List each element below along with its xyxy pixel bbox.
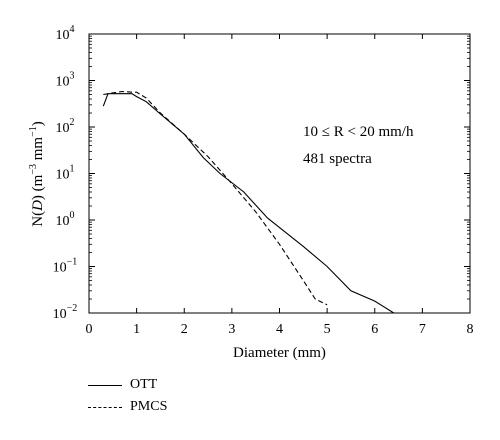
- y-axis: 10−2 10−1 100 101 102 103 104: [53, 24, 470, 322]
- series-layer: [102, 90, 395, 314]
- legend-item-ott: OTT: [88, 374, 167, 396]
- y-tick-label: 101: [56, 164, 75, 183]
- annotation-spectra-count: 481 spectra: [303, 151, 372, 167]
- y-tick-label: 103: [56, 71, 75, 90]
- x-tick-label: 8: [467, 322, 474, 337]
- y-axis-title: N(D) (m−3 mm−1): [28, 121, 46, 226]
- y-tick-label: 100: [56, 210, 75, 229]
- legend: OTT PMCS: [88, 374, 167, 418]
- series-line-pmcs: [103, 90, 328, 306]
- x-tick-label: 7: [419, 322, 426, 337]
- y-tick-label: 10−1: [53, 257, 78, 276]
- legend-label-pmcs: PMCS: [130, 399, 168, 414]
- x-tick-label: 4: [276, 322, 283, 337]
- x-tick-label: 6: [371, 322, 378, 337]
- x-tick-label: 2: [181, 322, 188, 337]
- legend-swatch-dashed: [88, 406, 122, 408]
- legend-swatch-solid: [88, 384, 122, 386]
- x-tick-label: 3: [228, 322, 235, 337]
- legend-label-ott: OTT: [130, 377, 158, 392]
- x-axis-title: Diameter (mm): [233, 345, 326, 361]
- series-line-ott: [102, 93, 395, 314]
- legend-item-pmcs: PMCS: [88, 396, 167, 418]
- x-tick-label: 5: [324, 322, 331, 337]
- annotation-rain-rate: 10 ≤ R < 20 mm/h: [303, 124, 414, 140]
- x-tick-label: 0: [86, 322, 93, 337]
- y-tick-label: 104: [56, 24, 75, 43]
- x-tick-label: 1: [133, 322, 140, 337]
- x-axis: 0 1 2 3 4 5 6 7 8: [86, 34, 474, 337]
- plot-frame: [88, 33, 471, 314]
- y-tick-label: 10−2: [53, 303, 78, 322]
- y-tick-label: 102: [56, 117, 75, 136]
- line-chart: 0 1 2 3 4 5 6 7 8 10−2 10−1 100 101 102 103 104 10 ≤ R…: [28, 24, 474, 361]
